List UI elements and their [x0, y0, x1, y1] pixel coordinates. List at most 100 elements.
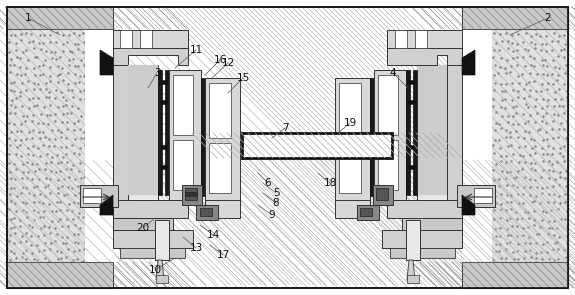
Bar	[156, 275, 168, 283]
Bar	[390, 248, 455, 258]
Bar	[408, 100, 414, 104]
Polygon shape	[100, 50, 113, 75]
Bar	[417, 65, 447, 200]
Bar	[373, 185, 393, 205]
Text: 8: 8	[273, 198, 279, 208]
Bar	[155, 220, 169, 260]
Text: 14: 14	[206, 230, 220, 240]
Bar	[376, 188, 388, 200]
Text: 6: 6	[264, 178, 271, 188]
Bar	[196, 205, 218, 220]
Bar	[378, 140, 398, 190]
Bar	[242, 133, 392, 158]
Bar	[205, 200, 240, 218]
Bar	[158, 70, 162, 195]
Bar	[408, 165, 414, 169]
Bar	[395, 30, 407, 48]
Text: 11: 11	[189, 45, 202, 55]
Bar	[182, 185, 202, 205]
Bar	[120, 30, 132, 48]
Bar	[128, 65, 158, 200]
Polygon shape	[462, 50, 475, 75]
Bar	[402, 218, 462, 230]
Bar	[113, 30, 188, 48]
Text: 13: 13	[189, 243, 202, 253]
Bar	[80, 185, 118, 207]
Bar	[169, 70, 201, 200]
Bar	[209, 83, 231, 138]
Polygon shape	[462, 195, 475, 215]
Bar	[378, 75, 398, 135]
Text: 4: 4	[390, 68, 396, 78]
Bar	[407, 275, 419, 283]
Bar	[462, 30, 492, 270]
Bar	[406, 70, 410, 195]
Text: 2: 2	[545, 13, 551, 23]
Bar	[83, 188, 101, 203]
Text: 5: 5	[273, 188, 279, 198]
Bar	[462, 7, 568, 288]
Bar	[185, 192, 197, 196]
Bar	[382, 230, 462, 248]
Text: 17: 17	[216, 250, 229, 260]
Text: 3: 3	[154, 68, 160, 78]
Polygon shape	[387, 48, 462, 65]
Bar	[161, 145, 167, 149]
Bar	[161, 80, 167, 84]
Text: 20: 20	[136, 223, 150, 233]
Bar	[457, 185, 495, 207]
Bar	[447, 65, 462, 225]
Text: 19: 19	[343, 118, 356, 128]
Bar	[85, 30, 115, 270]
Bar	[408, 145, 414, 149]
Text: 15: 15	[236, 73, 250, 83]
Bar	[474, 188, 492, 203]
Bar	[161, 165, 167, 169]
Bar	[7, 7, 113, 29]
Bar	[387, 30, 462, 48]
Bar	[173, 140, 193, 190]
Bar	[185, 188, 197, 200]
Polygon shape	[407, 260, 415, 280]
Bar	[339, 83, 361, 138]
Text: 7: 7	[282, 123, 288, 133]
Bar	[113, 218, 173, 230]
Bar	[201, 78, 205, 196]
Polygon shape	[100, 195, 113, 215]
Bar	[161, 100, 167, 104]
Bar	[113, 65, 128, 225]
Text: 18: 18	[323, 178, 336, 188]
Bar	[7, 7, 113, 288]
Bar	[209, 143, 231, 193]
Bar	[120, 248, 185, 258]
Polygon shape	[113, 48, 188, 65]
Text: 1: 1	[25, 13, 31, 23]
Bar	[205, 78, 240, 203]
Bar	[387, 200, 462, 218]
Bar	[200, 208, 212, 216]
Bar	[406, 220, 420, 260]
Bar	[408, 80, 414, 84]
Bar	[413, 70, 417, 195]
Bar	[335, 78, 370, 203]
Bar	[462, 262, 568, 288]
Text: 9: 9	[269, 210, 275, 220]
Bar	[113, 230, 193, 248]
Polygon shape	[156, 260, 164, 280]
Bar	[113, 200, 188, 218]
Bar	[360, 208, 372, 216]
Bar	[339, 143, 361, 193]
Text: 12: 12	[221, 58, 235, 68]
Text: 16: 16	[213, 55, 227, 65]
Bar	[415, 30, 427, 48]
Bar	[462, 7, 568, 29]
Bar	[374, 70, 406, 200]
Text: 10: 10	[148, 265, 162, 275]
Bar	[173, 75, 193, 135]
Bar	[357, 205, 379, 220]
Bar	[165, 70, 169, 195]
Bar	[7, 262, 113, 288]
Bar	[370, 78, 374, 196]
Bar	[140, 30, 152, 48]
Bar	[335, 200, 370, 218]
